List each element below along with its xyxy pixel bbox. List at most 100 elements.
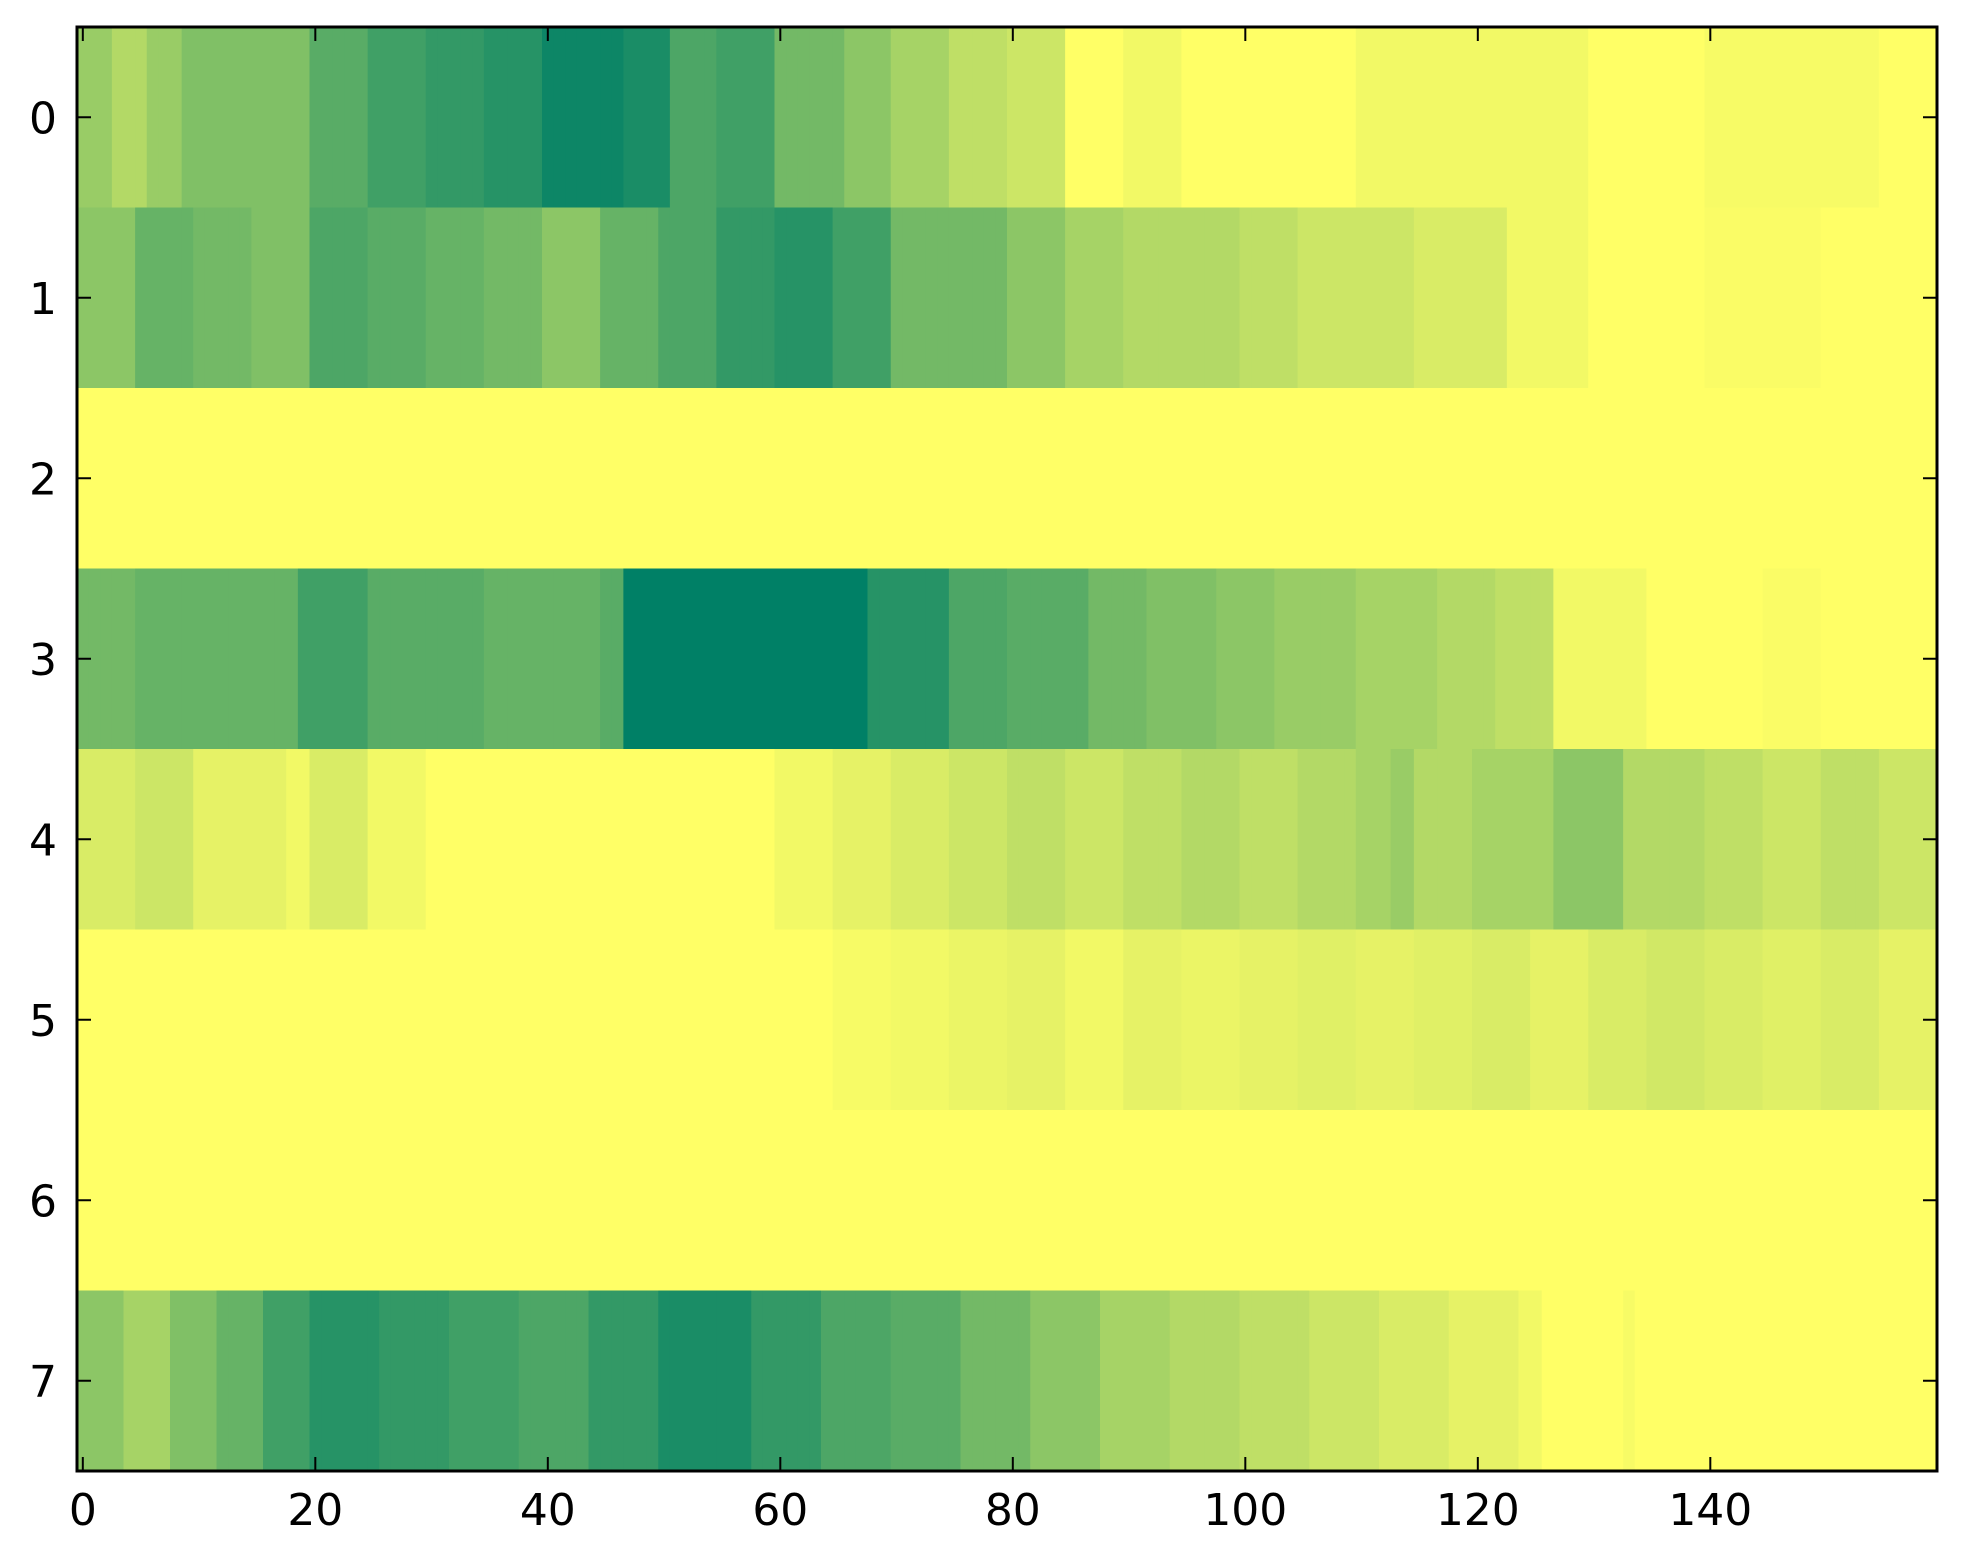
heatmap-cell: [1204, 388, 1217, 570]
heatmap-cell: [356, 1290, 369, 1472]
heatmap-cell: [1390, 207, 1403, 389]
heatmap-cell: [565, 749, 578, 931]
heatmap-cell: [1623, 1290, 1636, 1472]
heatmap-cell: [600, 749, 613, 931]
heatmap-cell: [1820, 388, 1833, 570]
heatmap-cell: [646, 1110, 659, 1292]
heatmap-cell: [158, 1290, 171, 1472]
heatmap-cell: [774, 388, 787, 570]
heatmap-cell: [181, 207, 194, 389]
heatmap-cell: [507, 929, 520, 1111]
heatmap-cell: [623, 749, 636, 931]
heatmap-cell: [123, 207, 136, 389]
heatmap-cell: [181, 749, 194, 931]
heatmap-cell: [611, 388, 624, 570]
heatmap-cell: [553, 27, 566, 209]
heatmap-cell: [658, 749, 671, 931]
heatmap-cell: [809, 1290, 822, 1472]
heatmap-cell: [1809, 1110, 1822, 1292]
heatmap-cell: [1053, 1110, 1066, 1292]
heatmap-cell: [1704, 1290, 1717, 1472]
heatmap-cell: [1541, 1290, 1554, 1472]
heatmap-cell: [1565, 27, 1578, 209]
heatmap-cell: [797, 27, 810, 209]
heatmap-cell: [530, 749, 543, 931]
heatmap-cell: [483, 207, 497, 389]
heatmap-cell: [1599, 1290, 1613, 1472]
heatmap-cell: [1588, 568, 1601, 750]
heatmap-cell: [158, 1110, 171, 1292]
heatmap-cell: [1820, 1290, 1833, 1472]
heatmap-cell: [774, 568, 787, 750]
heatmap-cell: [1495, 1290, 1508, 1472]
heatmap-cell: [390, 749, 404, 931]
heatmap-cell: [611, 568, 624, 750]
heatmap-cell: [1216, 388, 1229, 570]
heatmap-cell: [890, 388, 903, 570]
heatmap-cell: [1065, 749, 1078, 931]
heatmap-cell: [867, 749, 880, 931]
heatmap-cell: [1553, 1290, 1566, 1472]
heatmap-cell: [716, 388, 729, 570]
heatmap-cell: [704, 568, 717, 750]
heatmap-cell: [844, 1110, 857, 1292]
heatmap-cell: [1530, 207, 1543, 389]
heatmap-cell: [1576, 929, 1589, 1111]
heatmap-cell: [1320, 207, 1334, 389]
heatmap-cell: [1878, 929, 1892, 1111]
heatmap-cell: [1344, 568, 1357, 750]
heatmap-cell: [1844, 749, 1857, 931]
heatmap-cell: [1553, 388, 1566, 570]
heatmap-cell: [1193, 749, 1206, 931]
heatmap-cell: [1425, 929, 1438, 1111]
heatmap-cell: [588, 1290, 601, 1472]
heatmap-cell: [669, 388, 683, 570]
heatmap-cell: [832, 568, 845, 750]
heatmap-cell: [1716, 568, 1729, 750]
heatmap-cell: [937, 749, 950, 931]
heatmap-cell: [1890, 568, 1903, 750]
heatmap-cell: [1681, 1110, 1694, 1292]
heatmap-cell: [995, 388, 1008, 570]
heatmap-cell: [1437, 1290, 1450, 1472]
heatmap-cell: [1565, 1290, 1578, 1472]
heatmap-cell: [1844, 568, 1857, 750]
heatmap-cell: [1088, 1110, 1101, 1292]
heatmap-cell: [1832, 929, 1845, 1111]
heatmap-cell: [1007, 568, 1020, 750]
heatmap-cell: [507, 568, 520, 750]
heatmap-cell: [1658, 1290, 1671, 1472]
heatmap-cell: [1704, 27, 1717, 209]
heatmap-cell: [948, 388, 962, 570]
heatmap-cell: [344, 1290, 357, 1472]
heatmap-cell: [216, 1110, 229, 1292]
heatmap-cell: [1762, 1290, 1775, 1472]
heatmap-cell: [867, 27, 880, 209]
heatmap-cell: [1065, 1290, 1078, 1472]
heatmap-cell: [867, 207, 880, 389]
heatmap-cell: [1506, 749, 1520, 931]
heatmap-cell: [1158, 568, 1171, 750]
heatmap-cell: [925, 388, 938, 570]
y-tick-label: 7: [29, 1357, 57, 1408]
heatmap-cell: [1913, 207, 1926, 389]
heatmap-cell: [1088, 27, 1101, 209]
heatmap-cell: [1623, 1110, 1636, 1292]
heatmap-cell: [111, 749, 125, 931]
heatmap-cell: [1123, 1290, 1136, 1472]
heatmap-cell: [286, 568, 299, 750]
heatmap-cell: [1041, 929, 1055, 1111]
heatmap-cell: [1611, 929, 1624, 1111]
heatmap-cell: [1286, 1290, 1299, 1472]
heatmap-cell: [390, 1110, 404, 1292]
heatmap-cell: [728, 1110, 741, 1292]
heatmap-cell: [309, 929, 322, 1111]
heatmap-cell: [1855, 568, 1868, 750]
heatmap-cell: [809, 27, 822, 209]
heatmap-cell: [1797, 568, 1810, 750]
heatmap-cell: [1530, 929, 1543, 1111]
heatmap-cell: [1727, 1290, 1740, 1472]
heatmap-cell: [937, 1290, 950, 1472]
heatmap-cell: [1460, 388, 1473, 570]
heatmap-cell: [530, 388, 543, 570]
